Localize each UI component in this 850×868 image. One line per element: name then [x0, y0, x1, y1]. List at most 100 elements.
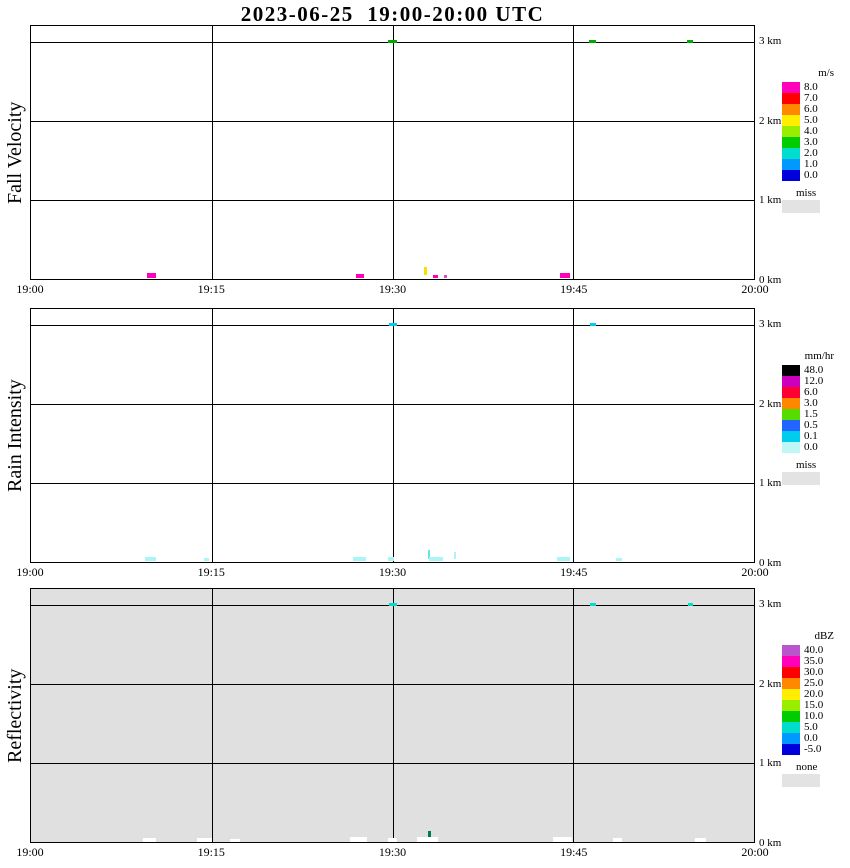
- data-mark: [613, 838, 623, 843]
- legend-entry: 1.0: [782, 159, 846, 170]
- legend-value: 6.0: [804, 103, 818, 115]
- legend-entry: 6.0: [782, 104, 846, 115]
- legend-value: 3.0: [804, 136, 818, 148]
- data-mark: [687, 40, 694, 44]
- y-tick-label: 3 km: [759, 597, 782, 610]
- data-mark: [146, 272, 156, 278]
- plot-area-fall-velocity: [30, 25, 755, 280]
- legend-value: 40.0: [804, 644, 824, 656]
- plot-area-reflectivity: [30, 588, 755, 843]
- x-axis-labels: 19:00 19:15 19:30 19:45 20:00: [0, 844, 800, 860]
- legend-value: 25.0: [804, 677, 824, 689]
- colorbar-miss-swatch: [782, 200, 820, 213]
- legend-value: 4.0: [804, 125, 818, 137]
- chart-title: 2023-06-25 19:00-20:00 UTC: [240, 2, 545, 26]
- x-tick-label: 19:30: [378, 565, 407, 579]
- x-tick-label: 19:15: [197, 282, 225, 296]
- y-tick-label: 0 km: [759, 557, 782, 569]
- legend-swatch: [782, 442, 800, 453]
- legend-entry: 4.0: [782, 126, 846, 137]
- legend-swatch: [782, 159, 800, 170]
- legend-entry: 2.0: [782, 148, 846, 159]
- y-tick-label: 3 km: [759, 34, 782, 47]
- legend-value: 6.0: [804, 386, 818, 398]
- legend-value: 7.0: [804, 92, 818, 104]
- legend-value: 1.0: [804, 158, 818, 170]
- legend-entry: 35.0: [782, 656, 846, 667]
- legend-entry: 25.0: [782, 678, 846, 689]
- y-tick-label: 0 km: [759, 274, 782, 286]
- legend-swatch: [782, 137, 800, 148]
- legend-value: 0.5: [804, 419, 818, 431]
- data-mark: [433, 275, 439, 279]
- data-mark: [350, 837, 368, 843]
- data-mark: [559, 272, 570, 278]
- gridline-vertical: [573, 309, 575, 562]
- legend-entry: 1.5: [782, 409, 846, 420]
- data-mark: [427, 549, 430, 559]
- x-tick-label: 20:00: [741, 282, 769, 296]
- x-tick-label: 19:45: [560, 565, 588, 579]
- data-mark: [589, 603, 596, 607]
- legend-swatch: [782, 104, 800, 115]
- data-mark: [695, 838, 707, 843]
- legend-entry: 0.5: [782, 420, 846, 431]
- gridline-horizontal: [31, 120, 754, 122]
- legend-swatch: [782, 744, 800, 755]
- panel-fall-velocity: Fall Velocity 0 km 1 km 2 km 3 km 19:00 19:1…: [0, 25, 850, 297]
- legend-entry: 48.0: [782, 365, 846, 376]
- colorbar-entries: 40.0 35.0 30.0 25.0 20.0 15.0 10.0 5.0 0.0 -5.0: [782, 645, 846, 755]
- ylabel-rain-intensity: Rain Intensity: [4, 379, 26, 492]
- legend-swatch: [782, 365, 800, 376]
- gridline-horizontal: [31, 762, 754, 764]
- x-axis-labels: 19:00 19:15 19:30 19:45 20:00: [0, 564, 800, 580]
- legend-entry: 0.0: [782, 733, 846, 744]
- colorbar-unit-label: mm/hr: [804, 350, 834, 362]
- gridline-horizontal: [31, 683, 754, 685]
- y-axis-labels: 0 km 1 km 2 km 3 km: [759, 25, 799, 286]
- legend-value: 0.0: [804, 732, 818, 744]
- panel-reflectivity: Reflectivity 0 km 1 km 2 km 3 km 19:00 19:15…: [0, 588, 850, 860]
- data-mark: [552, 837, 572, 843]
- legend-entry: 0.1: [782, 431, 846, 442]
- legend-swatch: [782, 678, 800, 689]
- colorbar-miss-label: none: [796, 761, 818, 773]
- legend-value: 0.0: [804, 441, 818, 453]
- legend-swatch: [782, 733, 800, 744]
- legend-swatch: [782, 82, 800, 93]
- y-tick-label: 1 km: [759, 757, 782, 770]
- gridline-horizontal: [31, 199, 754, 201]
- legend-entry: 10.0: [782, 711, 846, 722]
- legend-entry: 40.0: [782, 645, 846, 656]
- data-mark: [589, 323, 596, 327]
- colorbar-unit-label: dBZ: [814, 630, 834, 642]
- data-mark: [388, 603, 397, 607]
- gridline-vertical: [573, 26, 575, 279]
- legend-value: 2.0: [804, 147, 818, 159]
- legend-swatch: [782, 387, 800, 398]
- data-mark: [557, 556, 571, 561]
- legend-value: 0.1: [804, 430, 818, 442]
- legend-swatch: [782, 115, 800, 126]
- colorbar-miss-swatch: [782, 472, 820, 485]
- y-axis-labels: 0 km 1 km 2 km 3 km: [759, 588, 799, 849]
- legend-swatch: [782, 431, 800, 442]
- legend-entry: 30.0: [782, 667, 846, 678]
- data-mark: [204, 558, 210, 562]
- y-tick-label: 2 km: [759, 114, 782, 127]
- legend-value: 12.0: [804, 375, 824, 387]
- x-tick-label: 19:15: [197, 845, 225, 859]
- legend-value: 8.0: [804, 81, 818, 93]
- colorbar-fall-velocity: m/s 8.0 7.0 6.0 5.0 4.0 3.0 2.0 1.0 0.0 miss: [782, 67, 846, 213]
- legend-value: 35.0: [804, 655, 824, 667]
- x-tick-label: 19:00: [16, 565, 44, 579]
- data-mark: [229, 838, 240, 842]
- data-mark: [144, 556, 156, 561]
- data-mark: [589, 40, 597, 44]
- legend-swatch: [782, 689, 800, 700]
- legend-entry: 8.0: [782, 82, 846, 93]
- legend-swatch: [782, 409, 800, 420]
- gridline-vertical: [392, 26, 394, 279]
- data-mark: [423, 267, 427, 276]
